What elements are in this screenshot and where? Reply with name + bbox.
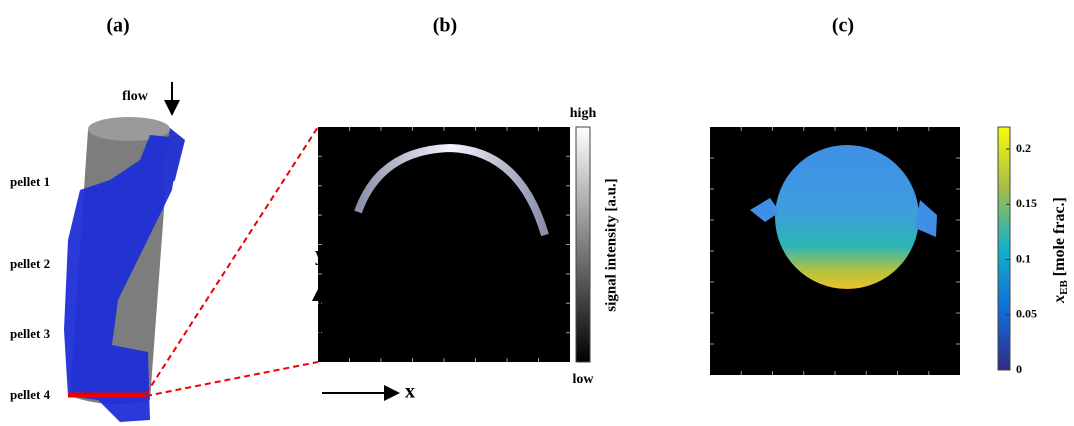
flow-label: flow — [122, 89, 149, 104]
colorbar-tick-label: 0.15 — [1016, 196, 1037, 210]
x-axis-label: x — [405, 381, 415, 403]
colorbar-tick-label: 0 — [1016, 362, 1022, 376]
colorbar-label: xEB [mole frac.] — [1051, 197, 1070, 304]
pellet-label: pellet 3 — [10, 326, 51, 341]
colorbar-tick-label: 0.1 — [1016, 251, 1031, 265]
panel-label: (b) — [433, 15, 457, 37]
panel-label: (a) — [106, 15, 129, 37]
pellet-label: pellet 1 — [10, 174, 50, 189]
reactor-render — [64, 117, 185, 422]
y-axis-label: y — [315, 244, 325, 266]
colorbar-low: low — [573, 372, 595, 387]
colorbar-high: high — [570, 106, 597, 121]
zoom-line — [146, 362, 318, 396]
colorbar-tick-label: 0.05 — [1016, 307, 1037, 321]
colorbar-tick-label: 0.2 — [1016, 141, 1031, 155]
colorbar — [998, 127, 1010, 370]
colorbar-label: signal intensity [a.u.] — [603, 178, 619, 311]
concentration-disk — [775, 145, 919, 289]
pellet-label: pellet 2 — [10, 256, 50, 271]
figure: (a) (b) (c) flow pellet 1 pellet 2 pelle… — [0, 0, 1074, 426]
panel-label: (c) — [832, 15, 854, 37]
colorbar — [576, 127, 590, 362]
mri-image — [318, 127, 570, 362]
pellet-label: pellet 4 — [10, 387, 51, 402]
